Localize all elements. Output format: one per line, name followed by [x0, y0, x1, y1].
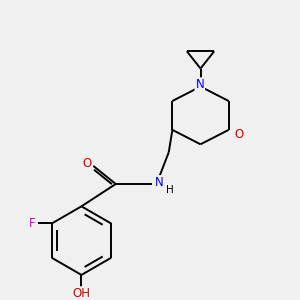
- Text: O: O: [82, 157, 92, 169]
- Text: OH: OH: [72, 287, 90, 300]
- Text: H: H: [166, 185, 174, 196]
- Text: O: O: [235, 128, 244, 141]
- Text: N: N: [154, 176, 164, 189]
- Text: F: F: [28, 217, 35, 230]
- Text: N: N: [195, 78, 204, 91]
